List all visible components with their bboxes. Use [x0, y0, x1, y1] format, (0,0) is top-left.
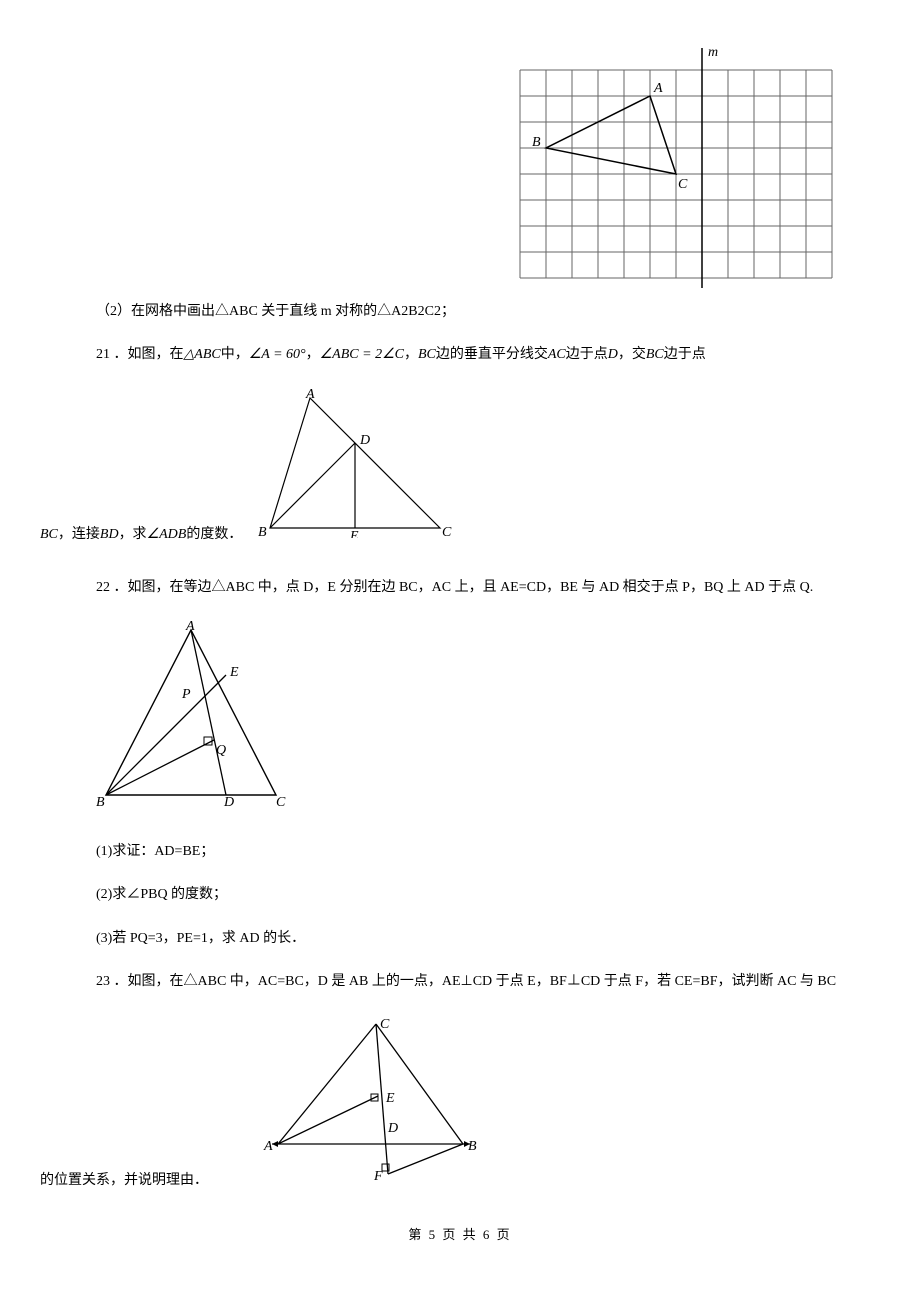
q22-head: 22 ． 如图，在等边△ABC 中，点 D，E 分别在边 BC，AC 上，且 A…: [40, 575, 880, 600]
q23-num: 23 ．: [96, 969, 128, 994]
q22-p3: (3)若 PQ=3，PE=1，求 AD 的长．: [40, 926, 880, 951]
q20-part2: （2）在网格中画出△ABC 关于直线 m 对称的△A2B2C2；: [40, 299, 880, 324]
q21-l2e: ∠ADB: [147, 522, 187, 547]
q21-s5: AC: [548, 342, 566, 367]
q21-l2f: 的度数．: [186, 522, 242, 547]
q21-s4: BC: [418, 342, 436, 367]
q22-fA: A: [185, 620, 195, 634]
page-footer: 第 5 页 共 6 页: [40, 1223, 880, 1246]
q21-s1: △ABC: [184, 342, 221, 367]
q23-fA: A: [263, 1139, 273, 1154]
q23-figure: C A B E D F: [258, 1014, 488, 1193]
q21-fA: A: [305, 388, 315, 402]
q21-num: 21 ．: [96, 342, 128, 367]
q23-fC: C: [380, 1017, 390, 1032]
q21-l2a: BC: [40, 522, 58, 547]
q21-m3: 边于点: [566, 342, 608, 367]
q22-fD: D: [223, 795, 234, 810]
grid-C: C: [678, 177, 688, 192]
q23-head: 23 ． 如图，在△ABC 中，AC=BC，D 是 AB 上的一点，AE⊥CD …: [40, 969, 880, 994]
q20-grid-figure: m A B C: [510, 40, 840, 299]
q21-fE: E: [349, 529, 359, 538]
q21-s7: BC: [646, 342, 664, 367]
q22-fP: P: [181, 687, 191, 702]
q21-c1: ，: [306, 342, 320, 367]
q23-text: 如图，在△ABC 中，AC=BC，D 是 AB 上的一点，AE⊥CD 于点 E，…: [128, 969, 837, 994]
q23-fF: F: [373, 1169, 383, 1184]
q23-line2: 的位置关系，并说明理由． C A B E D F: [40, 1014, 880, 1193]
q21-fD: D: [359, 433, 370, 448]
grid-B: B: [532, 135, 541, 150]
grid-svg: m A B C: [510, 40, 840, 290]
q22-figure-wrap: A B C D E P Q: [40, 620, 880, 819]
grid-A: A: [653, 81, 663, 96]
q21-c2: ，: [404, 342, 418, 367]
q22-figure: A B C D E P Q: [96, 620, 286, 810]
q21-m4: ，交: [618, 342, 646, 367]
q21-s3: ∠ABC = 2∠C: [320, 342, 404, 367]
q21-figure: A B C D E: [250, 388, 460, 547]
q21-s2: ∠A = 60°: [249, 342, 306, 367]
q21-mid1: 中，: [221, 342, 249, 367]
q23-l2: 的位置关系，并说明理由．: [40, 1168, 208, 1193]
q21-fC: C: [442, 525, 452, 538]
q21-fB: B: [258, 525, 267, 538]
q21-pre: 如图，在: [128, 342, 184, 367]
q22-p1: (1)求证：AD=BE；: [40, 839, 880, 864]
q21-l2b: ，连接: [58, 522, 100, 547]
q21-m2: 边的垂直平分线交: [436, 342, 548, 367]
q21-line2: BC ，连接 BD ，求 ∠ADB 的度数． A B C D E: [40, 388, 880, 547]
q22-text: 如图，在等边△ABC 中，点 D，E 分别在边 BC，AC 上，且 AE=CD，…: [128, 575, 814, 600]
grid-m-label: m: [708, 45, 718, 60]
q22-fQ: Q: [216, 743, 226, 758]
q22-p2: (2)求∠PBQ 的度数；: [40, 882, 880, 907]
q22-fC: C: [276, 795, 286, 810]
q21-m5: 边于点: [664, 342, 706, 367]
q21-s6: D: [608, 342, 618, 367]
q21-l2c: BD: [100, 522, 119, 547]
q22-fB: B: [96, 795, 105, 810]
q23-fE: E: [385, 1091, 395, 1106]
q21-l2d: ，求: [119, 522, 147, 547]
q21-line1: 21 ． 如图，在 △ABC 中， ∠A = 60° ， ∠ABC = 2∠C …: [40, 342, 880, 367]
q22-num: 22 ．: [96, 575, 128, 600]
q23-fD: D: [387, 1121, 398, 1136]
q22-fE: E: [229, 665, 239, 680]
q23-fB: B: [468, 1139, 477, 1154]
